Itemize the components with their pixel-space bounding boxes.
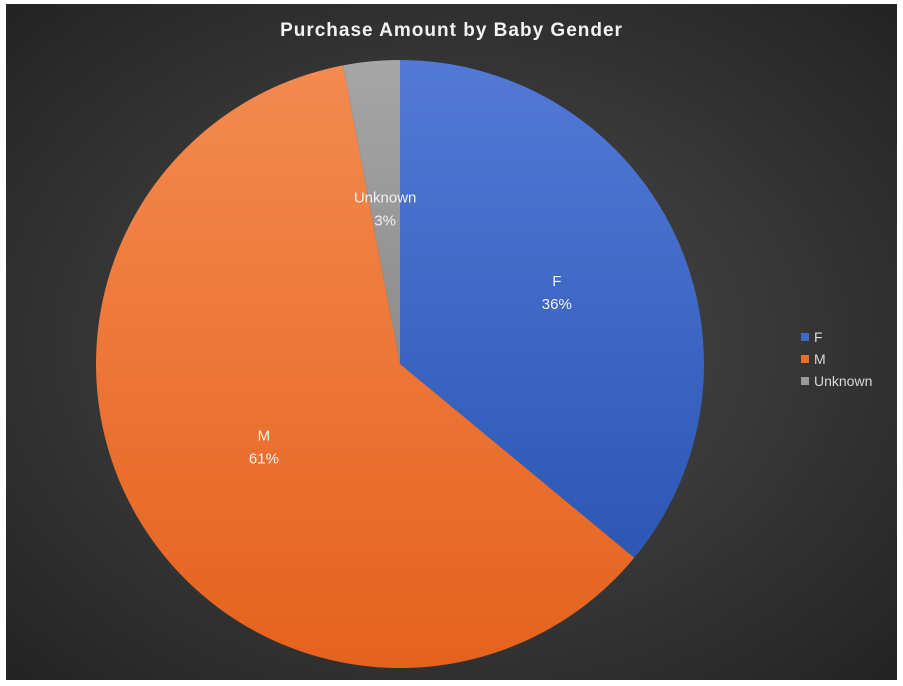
pie-slice-m (96, 65, 635, 669)
legend-swatch (801, 333, 809, 341)
slice-percent-label: 61% (249, 450, 279, 467)
legend-swatch (801, 377, 809, 385)
legend-item: F (801, 326, 872, 348)
slice-category-label: Unknown (354, 190, 417, 207)
legend: F M Unknown (801, 326, 872, 392)
slice-percent-label: 3% (374, 213, 396, 230)
slice-category-label: M (258, 427, 271, 444)
legend-swatch (801, 355, 809, 363)
legend-label: Unknown (814, 373, 873, 389)
chart-title: Purchase Amount by Baby Gender (280, 20, 623, 41)
legend-item: Unknown (801, 370, 872, 392)
chart-area: Purchase Amount by Baby Gender F 36% M 61% U… (6, 4, 897, 680)
legend-item: M (801, 348, 872, 370)
legend-label: M (814, 351, 826, 367)
slice-category-label: F (552, 273, 561, 290)
pie-slice-unknown (343, 60, 400, 364)
pie-chart: F 36% M 61% Unknown 3% (96, 60, 705, 669)
pie-slice-f (400, 60, 705, 558)
legend-label: F (814, 329, 823, 345)
slice-percent-label: 36% (542, 296, 572, 313)
